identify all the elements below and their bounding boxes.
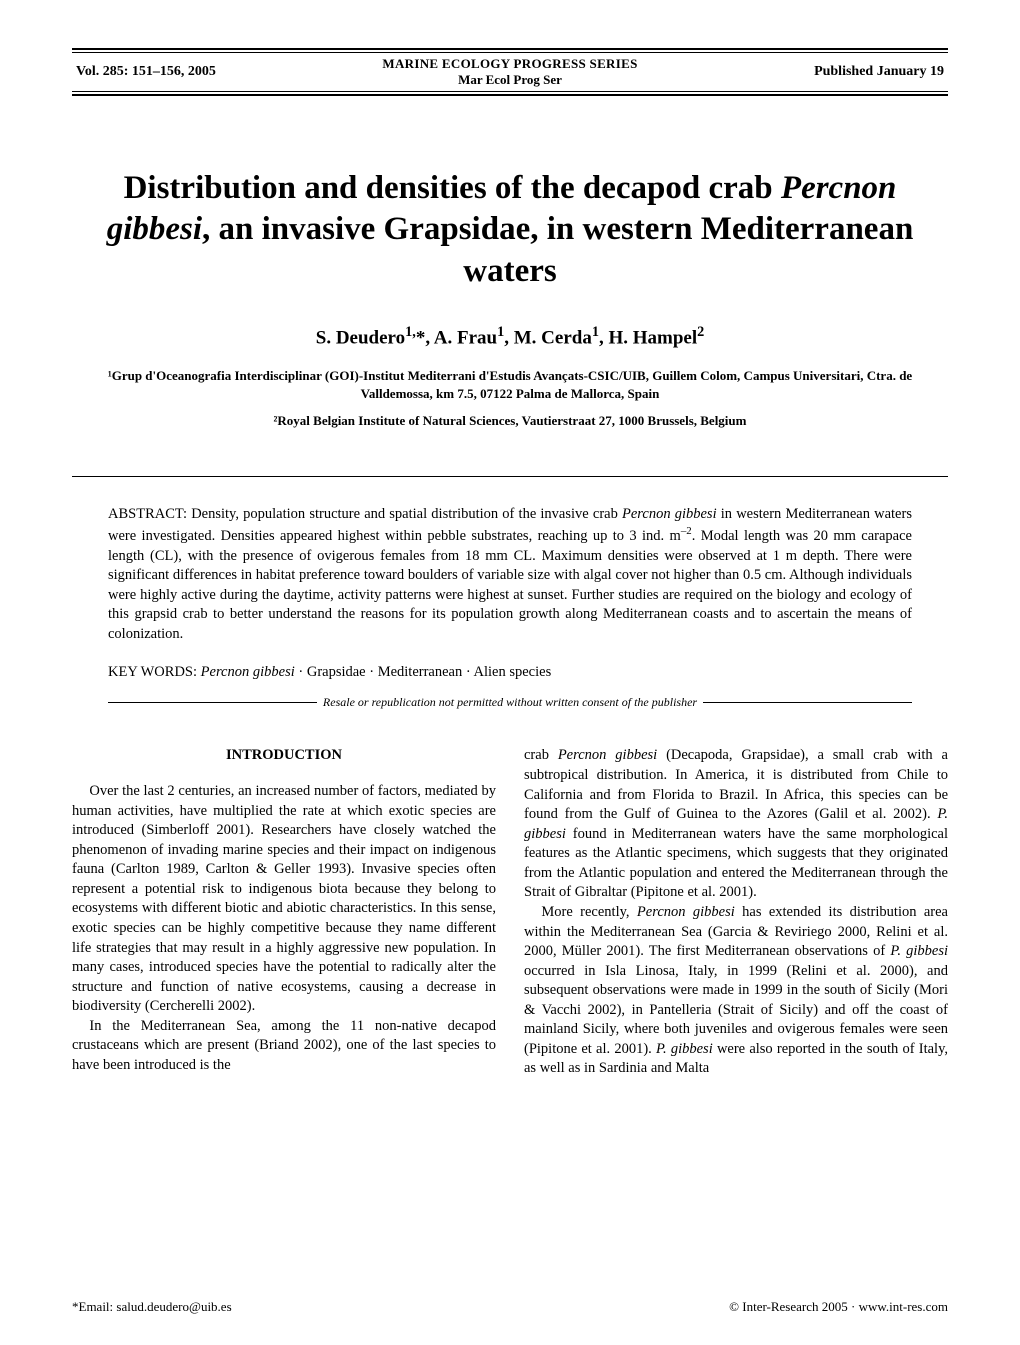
paragraph: In the Mediterranean Sea, among the 11 n… [72, 1017, 496, 1076]
keywords: KEY WORDS: Percnon gibbesi · Grapsidae ·… [108, 664, 912, 681]
journal-header: Vol. 285: 151–156, 2005 MARINE ECOLOGY P… [72, 48, 948, 96]
journal-header-inner: Vol. 285: 151–156, 2005 MARINE ECOLOGY P… [72, 52, 948, 92]
authors: S. Deudero1,*, A. Frau1, M. Cerda1, H. H… [72, 324, 948, 349]
abstract: ABSTRACT: Density, population structure … [108, 505, 912, 645]
journal-name-block: MARINE ECOLOGY PROGRESS SERIES Mar Ecol … [331, 56, 688, 88]
paragraph: crab Percnon gibbesi (Decapoda, Grapsida… [524, 746, 948, 903]
corresponding-email: *Email: salud.deudero@uib.es [72, 1299, 232, 1315]
paragraph: Over the last 2 centuries, an increased … [72, 782, 496, 1017]
column-left: INTRODUCTION Over the last 2 centuries, … [72, 746, 496, 1079]
keywords-text: Percnon gibbesi · Grapsidae · Mediterran… [201, 664, 552, 680]
introduction-heading: INTRODUCTION [72, 746, 496, 766]
abstract-text: Density, population structure and spatia… [108, 506, 912, 642]
rule-right [703, 702, 912, 703]
resale-notice: Resale or republication not permitted wi… [108, 695, 912, 710]
rule-top [72, 476, 948, 477]
column-right: crab Percnon gibbesi (Decapoda, Grapsida… [524, 746, 948, 1079]
abstract-label: ABSTRACT: [108, 506, 191, 522]
journal-abbrev: Mar Ecol Prog Ser [331, 72, 688, 88]
volume-info: Vol. 285: 151–156, 2005 [76, 64, 331, 80]
affiliation-2: ²Royal Belgian Institute of Natural Scie… [72, 412, 948, 430]
copyright: © Inter-Research 2005 · www.int-res.com [729, 1299, 948, 1315]
rule-left [108, 702, 317, 703]
affiliation-1: ¹Grup d'Oceanografia Interdisciplinar (G… [72, 367, 948, 402]
publish-date: Published January 19 [689, 64, 944, 80]
page-footer: *Email: salud.deudero@uib.es © Inter-Res… [72, 1299, 948, 1315]
keywords-label: KEY WORDS: [108, 664, 201, 680]
article-title: Distribution and densities of the decapo… [72, 168, 948, 292]
body-columns: INTRODUCTION Over the last 2 centuries, … [72, 746, 948, 1079]
paragraph: More recently, Percnon gibbesi has exten… [524, 903, 948, 1079]
resale-text: Resale or republication not permitted wi… [317, 695, 703, 710]
journal-name: MARINE ECOLOGY PROGRESS SERIES [331, 56, 688, 72]
